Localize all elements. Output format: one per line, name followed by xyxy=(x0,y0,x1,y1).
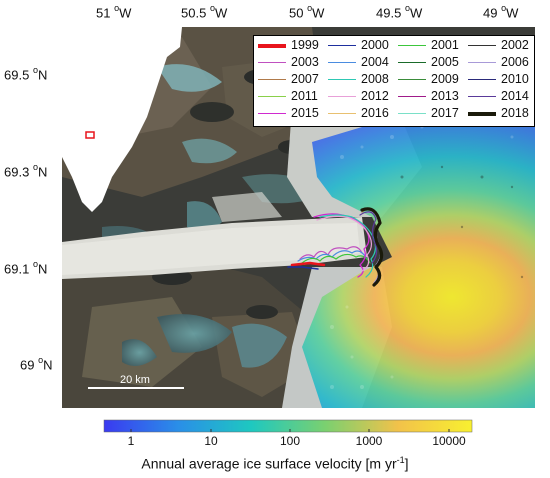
legend-swatch xyxy=(398,79,426,80)
scale-bar-label: 20 km xyxy=(120,374,150,386)
lat-label-69n: 69 oN xyxy=(20,355,53,373)
legend-label: 2012 xyxy=(361,89,389,103)
lat-label-69-3n: 69.3 oN xyxy=(4,162,48,180)
legend-label: 2003 xyxy=(291,55,319,69)
lon-label-49-5w: 49.5 oW xyxy=(376,3,423,21)
legend-label: 2004 xyxy=(361,55,389,69)
lon-label-49w: 49 oW xyxy=(483,3,519,21)
legend-swatch xyxy=(328,45,356,46)
legend-label: 2009 xyxy=(431,72,459,86)
legend-label: 2016 xyxy=(361,106,389,120)
legend-swatch xyxy=(328,96,356,97)
legend-label: 2011 xyxy=(291,89,318,103)
legend-swatch xyxy=(258,79,286,80)
lon-label-51w: 51 oW xyxy=(96,3,132,21)
legend-swatch xyxy=(328,62,356,63)
legend-swatch xyxy=(468,96,496,97)
legend-swatch xyxy=(468,45,496,46)
legend-label: 1999 xyxy=(291,38,319,52)
legend-label: 2000 xyxy=(361,38,389,52)
colorbar-tick: 100 xyxy=(279,434,301,448)
legend-swatch xyxy=(468,62,496,63)
colorbar-ticks: 1 10 100 1000 10000 xyxy=(0,434,550,448)
legend-label: 2001 xyxy=(431,38,459,52)
lat-label-69-1n: 69.1 oN xyxy=(4,259,48,277)
colorbar-tick: 10000 xyxy=(432,434,466,448)
legend-swatch xyxy=(328,113,356,114)
legend-swatch xyxy=(398,62,426,63)
legend-label: 2014 xyxy=(501,89,529,103)
legend-swatch xyxy=(258,96,286,97)
legend-swatch xyxy=(468,112,496,116)
legend-swatch xyxy=(258,62,286,63)
year-legend: 1999 2000 2001 2002 2003 2004 2005 2006 2007 2008… xyxy=(253,35,535,127)
legend-label: 2013 xyxy=(431,89,459,103)
lon-label-50w: 50 oW xyxy=(289,3,325,21)
legend-label: 2002 xyxy=(501,38,529,52)
legend-label: 2010 xyxy=(501,72,529,86)
legend-swatch xyxy=(398,96,426,97)
colorbar-tick: 1000 xyxy=(355,434,383,448)
lat-label-69-5n: 69.5 oN xyxy=(4,65,48,83)
legend-swatch xyxy=(398,45,426,46)
colorbar-tick: 1 xyxy=(127,434,135,448)
legend-swatch xyxy=(258,44,286,48)
colorbar-tick: 10 xyxy=(204,434,218,448)
legend-label: 2008 xyxy=(361,72,389,86)
lon-label-50-5w: 50.5 oW xyxy=(181,3,228,21)
study-area-marker xyxy=(85,131,95,139)
legend-swatch xyxy=(328,79,356,80)
legend-swatch xyxy=(468,79,496,80)
colorbar-label: Annual average ice surface velocity [m y… xyxy=(141,455,409,472)
legend-label: 2005 xyxy=(431,55,459,69)
legend-label: 2018 xyxy=(501,106,529,120)
legend-label: 2007 xyxy=(291,72,319,86)
legend-swatch xyxy=(398,113,426,114)
legend-swatch xyxy=(258,113,286,114)
legend-label: 2017 xyxy=(431,106,459,120)
legend-label: 2006 xyxy=(501,55,529,69)
legend-label: 2015 xyxy=(291,106,319,120)
